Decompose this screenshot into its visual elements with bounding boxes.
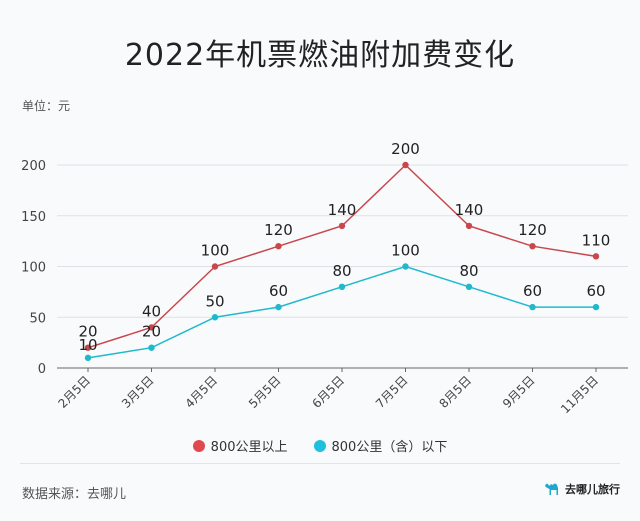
x-tick-label: 6月5日 [309, 373, 347, 411]
data-label: 50 [205, 292, 224, 310]
data-label: 100 [201, 242, 230, 260]
x-tick-label: 11月5日 [558, 373, 601, 416]
chart-title: 2022年机票燃油附加费变化 [124, 38, 516, 73]
data-point [211, 314, 219, 321]
brand-logo: 去哪儿旅行 [544, 481, 620, 497]
y-tick-label: 0 [38, 362, 46, 377]
legend-label: 800公里（含）以下 [331, 440, 448, 455]
data-point [402, 263, 409, 270]
data-point [338, 222, 346, 230]
legend-dot-red [192, 439, 205, 452]
data-source: 数据来源：去哪儿 [22, 487, 127, 502]
data-point [529, 243, 536, 250]
data-point [402, 161, 409, 169]
data-point [148, 324, 155, 331]
y-tick-label: 50 [29, 311, 46, 326]
data-point [275, 243, 282, 250]
y-tick-label: 150 [21, 210, 46, 225]
data-point [592, 253, 600, 260]
data-point [529, 303, 536, 311]
data-label: 40 [142, 302, 161, 320]
x-tick-label: 2月5日 [55, 373, 93, 411]
line-chart: 0 50 100 150 200 2月5日 3月5日 4月5日 5月5日 6月5日 7月5日 8月5日… [21, 140, 628, 416]
data-point [148, 344, 155, 351]
data-label: 140 [328, 201, 357, 219]
data-label: 80 [332, 262, 351, 280]
data-label: 120 [264, 221, 293, 239]
camel-icon [545, 483, 558, 495]
logo-text: 去哪儿旅行 [565, 483, 620, 496]
data-point [84, 344, 92, 351]
data-label: 60 [523, 282, 542, 300]
x-tick-label: 8月5日 [436, 373, 474, 411]
data-label: 20 [142, 323, 161, 341]
data-label: 60 [269, 282, 288, 300]
data-label: 120 [518, 221, 547, 239]
data-label: 10 [78, 336, 97, 354]
data-label: 110 [582, 231, 611, 249]
data-point [275, 303, 282, 311]
series-line [87, 265, 596, 359]
data-point [592, 303, 600, 311]
data-label: 200 [391, 140, 420, 158]
data-label: 100 [391, 242, 420, 260]
legend-label: 800公里以上 [210, 440, 288, 455]
unit-label: 单位：元 [22, 99, 71, 113]
data-label: 20 [78, 323, 97, 341]
legend-item-series-1[interactable]: 800公里（含）以下 [313, 436, 448, 455]
x-tick-label: 5月5日 [246, 373, 284, 411]
data-point [84, 354, 92, 362]
data-point [465, 283, 473, 290]
legend-dot-cyan [313, 439, 326, 452]
legend-item-series-0[interactable]: 800公里以上 [192, 436, 288, 455]
y-tick-label: 200 [21, 159, 46, 174]
data-label: 80 [459, 262, 478, 280]
data-point [211, 263, 219, 270]
data-point [465, 222, 473, 230]
x-tick-label: 4月5日 [182, 373, 220, 411]
x-tick-label: 9月5日 [500, 373, 538, 411]
y-tick-label: 100 [21, 261, 46, 276]
x-tick-label: 7月5日 [373, 373, 411, 411]
data-label: 60 [586, 282, 605, 300]
data-label: 140 [455, 201, 484, 219]
legend: 800公里以上 800公里（含）以下 [0, 436, 640, 455]
series-line [87, 163, 597, 349]
x-tick-label: 3月5日 [119, 373, 157, 411]
footer-divider [20, 463, 620, 464]
data-point [338, 283, 346, 290]
